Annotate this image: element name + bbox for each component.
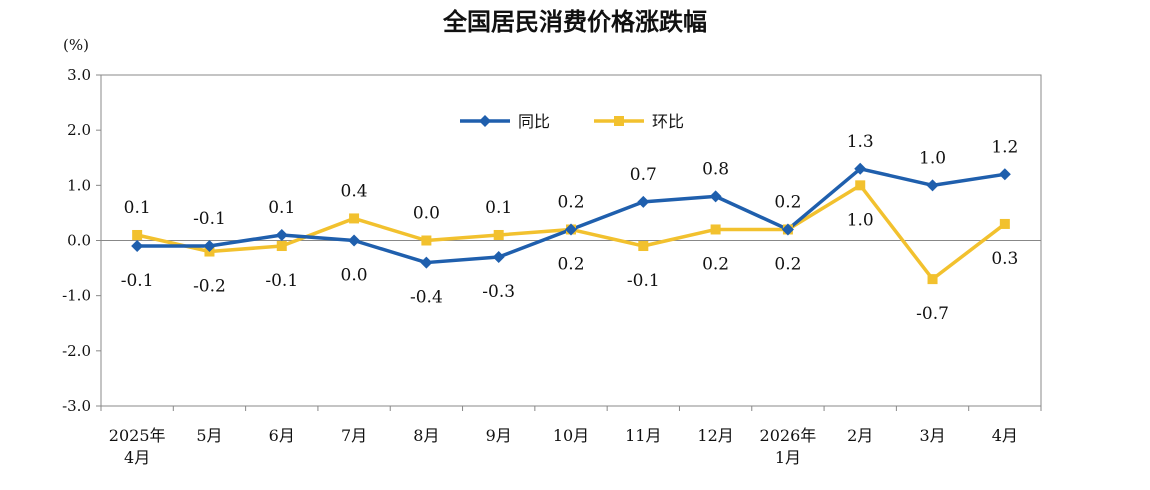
- series-1-point: [855, 180, 866, 191]
- x-tick-label: 12月: [697, 426, 733, 445]
- x-tick-label: 5月: [196, 426, 222, 445]
- series-0-data-label: 1.3: [847, 132, 874, 152]
- legend-label-0: 同比: [518, 112, 550, 131]
- x-tick-label: 9月: [486, 426, 512, 445]
- series-1-data-label: -0.1: [265, 271, 298, 291]
- series-1-data-label: -0.1: [627, 271, 660, 291]
- unit-label: (%): [63, 36, 89, 54]
- series-1-point: [132, 229, 143, 240]
- series-0-data-label: 1.2: [991, 137, 1018, 157]
- series-0-data-label: 0.2: [557, 192, 584, 212]
- x-tick-label: 8月: [413, 426, 439, 445]
- series-0-data-label: 0.7: [630, 165, 657, 185]
- series-0-point: [275, 228, 288, 241]
- series-1-data-label: 0.2: [774, 254, 801, 274]
- series-0-point: [709, 190, 722, 203]
- series-1-data-label: 0.3: [991, 249, 1018, 269]
- x-tick-label: 3月: [919, 426, 945, 445]
- series-0-data-label: -0.3: [482, 282, 515, 302]
- series-1-data-label: 1.0: [847, 210, 874, 230]
- series-1-point: [276, 241, 287, 252]
- series-0-point: [565, 223, 577, 236]
- series-1-data-label: 0.2: [702, 254, 729, 274]
- series-0-point: [420, 256, 433, 269]
- series-0-point: [637, 195, 650, 208]
- legend-marker-0: [479, 115, 491, 127]
- chart-title: 全国居民消费价格涨跌幅: [442, 8, 707, 36]
- series-0-data-label: 0.8: [702, 159, 729, 179]
- series-1-point: [710, 224, 721, 235]
- series-1-data-label: -0.2: [193, 277, 226, 297]
- series-1-point: [999, 218, 1010, 229]
- x-tick-label: 10月: [553, 426, 589, 445]
- series-1-point: [493, 229, 504, 240]
- y-tick-label: -3.0: [62, 397, 91, 415]
- y-tick-label: 1.0: [67, 176, 91, 194]
- series-0-data-label: 0.1: [268, 198, 295, 218]
- series-0-point: [203, 240, 216, 253]
- legend-label-1: 环比: [652, 112, 684, 131]
- x-tick-label: 2月: [847, 426, 873, 445]
- series-1-data-label: -0.7: [916, 304, 949, 324]
- series-1-data-label: 0.4: [341, 181, 368, 201]
- x-tick-label: 4月: [992, 426, 1018, 445]
- series-0-point: [926, 179, 939, 192]
- series-0-data-label: -0.1: [121, 271, 154, 291]
- x-tick-label: 11月: [625, 426, 661, 445]
- x-tick-label: 4月: [124, 448, 150, 467]
- series-0-point: [131, 240, 144, 253]
- x-tick-label: 6月: [269, 426, 295, 445]
- y-tick-label: 3.0: [67, 66, 91, 84]
- series-0-data-label: 0.2: [774, 192, 801, 212]
- series-0-data-label: 1.0: [919, 148, 946, 168]
- series-1-point: [927, 274, 938, 285]
- x-tick-label: 2025年: [109, 426, 166, 445]
- series-0-data-label: -0.4: [410, 288, 443, 308]
- series-1-data-label: 0.2: [557, 254, 584, 274]
- series-1-data-label: 0.1: [485, 198, 512, 218]
- x-tick-label: 7月: [341, 426, 367, 445]
- series-0-data-label: -0.1: [193, 209, 226, 229]
- legend-marker-1: [614, 116, 624, 126]
- y-tick-label: 2.0: [67, 121, 91, 139]
- series-1-point: [349, 213, 360, 224]
- x-tick-label: 2026年: [760, 426, 817, 445]
- x-tick-label: 1月: [775, 448, 801, 467]
- series-0-point: [348, 234, 361, 247]
- series-1-point: [638, 241, 649, 252]
- series-1-data-label: 0.0: [413, 204, 440, 224]
- series-0-data-label: 0.0: [341, 266, 368, 286]
- series-0-point: [492, 251, 505, 264]
- series-1-point: [421, 235, 432, 246]
- y-tick-label: -2.0: [62, 342, 91, 360]
- series-0-point: [998, 168, 1011, 181]
- series-0-point: [854, 162, 867, 175]
- y-tick-label: 0.0: [67, 232, 91, 250]
- y-tick-label: -1.0: [62, 287, 91, 305]
- series-1-data-label: 0.1: [124, 198, 151, 218]
- series-0-point: [781, 223, 794, 236]
